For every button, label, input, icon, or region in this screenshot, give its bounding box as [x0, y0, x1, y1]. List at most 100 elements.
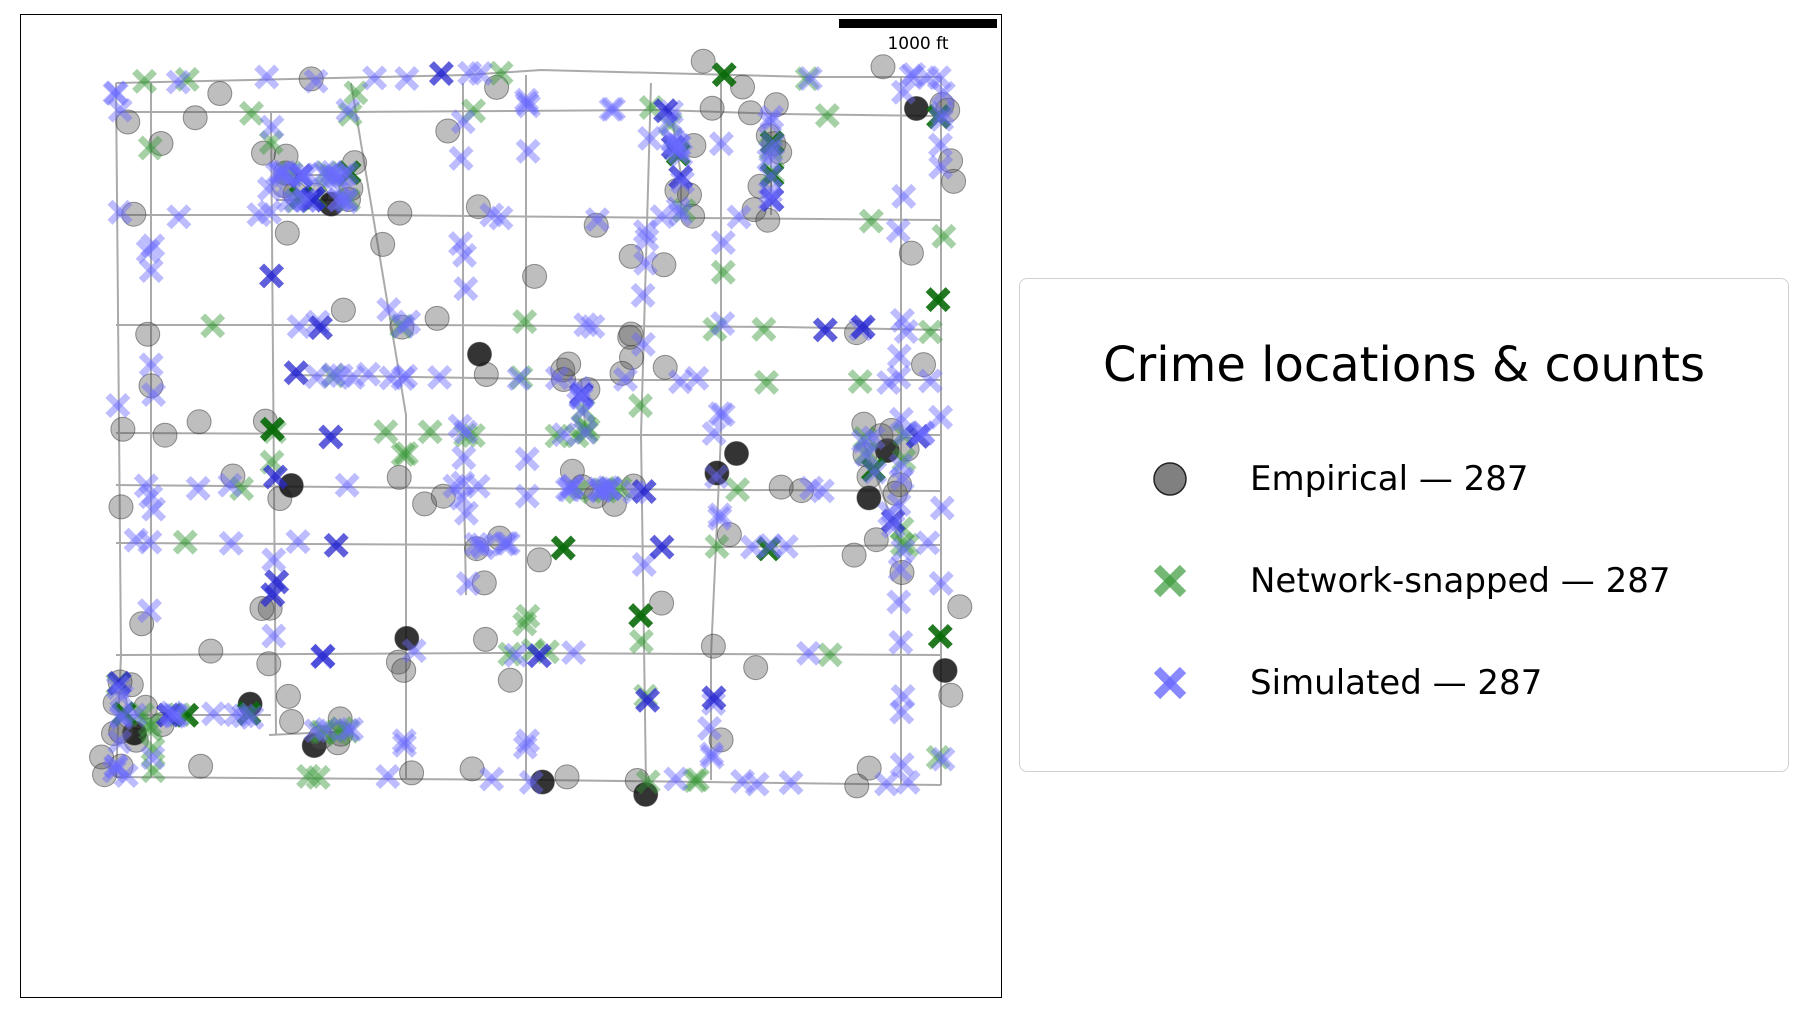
simulated-point — [876, 370, 902, 396]
empirical-point — [108, 494, 134, 520]
simulated-point — [102, 80, 128, 106]
simulated-point — [905, 423, 931, 449]
street-line — [580, 379, 587, 436]
network-snapped-point — [329, 716, 355, 741]
empirical-point — [699, 95, 725, 121]
simulated-point — [889, 752, 915, 778]
simulated-point — [334, 160, 360, 186]
empirical-point — [121, 201, 147, 227]
empirical-point — [878, 417, 904, 443]
empirical-point — [911, 352, 936, 378]
street-network — [115, 68, 942, 786]
simulated-point — [874, 771, 899, 797]
empirical-point — [279, 709, 305, 734]
simulated-point — [328, 363, 354, 389]
simulated-point — [632, 219, 658, 245]
simulated-point — [893, 319, 919, 344]
simulated-point — [137, 529, 163, 555]
network-snapped-point — [931, 223, 957, 249]
simulated-point — [390, 313, 416, 339]
simulated-point — [314, 716, 340, 742]
simulated-point — [453, 419, 479, 445]
simulated-point — [107, 199, 133, 225]
simulated-point — [138, 352, 164, 378]
simulated-point — [453, 500, 479, 526]
empirical-point — [465, 194, 491, 220]
empirical-point — [370, 231, 396, 257]
empirical-point — [551, 367, 576, 392]
network-snapped-point — [635, 769, 661, 795]
simulated-point — [910, 420, 936, 446]
network-snapped-point — [571, 414, 597, 439]
empirical-point — [730, 74, 755, 100]
simulated-point — [697, 715, 723, 741]
simulated-point — [362, 65, 388, 91]
empirical-point — [424, 305, 450, 331]
simulated-point — [320, 362, 346, 388]
simulated-point — [333, 189, 359, 215]
simulated-point — [613, 366, 638, 392]
legend: Crime locations & counts Empirical — 287… — [1019, 278, 1789, 772]
network-snapped-point — [711, 62, 737, 88]
network-snapped-point — [305, 764, 331, 790]
simulated-point — [288, 163, 314, 189]
empirical-point — [394, 625, 420, 651]
empirical-point — [389, 314, 415, 340]
empirical-point — [188, 753, 214, 779]
simulated-point — [597, 476, 623, 502]
simulated-point — [597, 476, 623, 502]
simulated-point — [264, 161, 290, 187]
empirical-point — [716, 522, 742, 548]
empirical-point — [889, 560, 915, 585]
simulated-point — [223, 702, 249, 728]
simulated-point — [257, 199, 283, 225]
simulated-point — [914, 65, 940, 91]
x-marker-icon — [1153, 564, 1187, 598]
network-snapped-point — [926, 104, 952, 130]
legend-item-simulated: Simulated — 287 — [1020, 653, 1788, 713]
empirical-point — [569, 474, 595, 500]
simulated-point — [888, 629, 914, 655]
simulated-point — [471, 535, 496, 561]
simulated-point — [260, 582, 286, 608]
simulated-point — [910, 420, 936, 446]
simulated-point — [272, 159, 298, 185]
simulated-point — [526, 643, 552, 669]
empirical-point — [138, 373, 164, 399]
simulated-point — [133, 473, 159, 499]
network-snapped-point — [337, 101, 363, 127]
empirical-point — [651, 252, 677, 278]
simulated-point — [514, 87, 540, 113]
network-snapped-point — [925, 287, 951, 313]
empirical-point — [330, 297, 356, 323]
legend-item-empirical: Empirical — 287 — [1020, 449, 1788, 509]
network-snapped-point — [259, 416, 285, 442]
empirical-point — [471, 570, 497, 596]
simulated-point — [573, 312, 599, 338]
empirical-point — [198, 638, 224, 664]
simulated-point — [138, 258, 164, 283]
simulated-point — [707, 401, 733, 427]
network-snapped-point — [174, 66, 200, 92]
network-snapped-point — [239, 100, 264, 126]
simulated-point — [710, 402, 736, 428]
network-snapped-point — [320, 363, 346, 389]
network-snapped-point — [917, 319, 943, 345]
simulated-point — [451, 445, 477, 471]
simulated-point — [649, 534, 675, 560]
empirical-point — [467, 341, 492, 367]
map-panel: 1000 ft — [20, 14, 1002, 998]
simulated-point — [895, 769, 921, 795]
simulated-point — [514, 483, 540, 509]
network-snapped-point — [311, 719, 337, 745]
empirical-point — [870, 54, 896, 80]
empirical-point — [649, 590, 675, 616]
simulated-point — [107, 97, 133, 123]
simulated-point — [393, 363, 419, 389]
empirical-point — [256, 651, 282, 677]
empirical-point — [92, 762, 117, 788]
network-snapped-point — [889, 531, 915, 557]
simulated-point — [928, 154, 954, 180]
empirical-point — [856, 755, 882, 781]
network-snapped-point — [895, 532, 920, 558]
